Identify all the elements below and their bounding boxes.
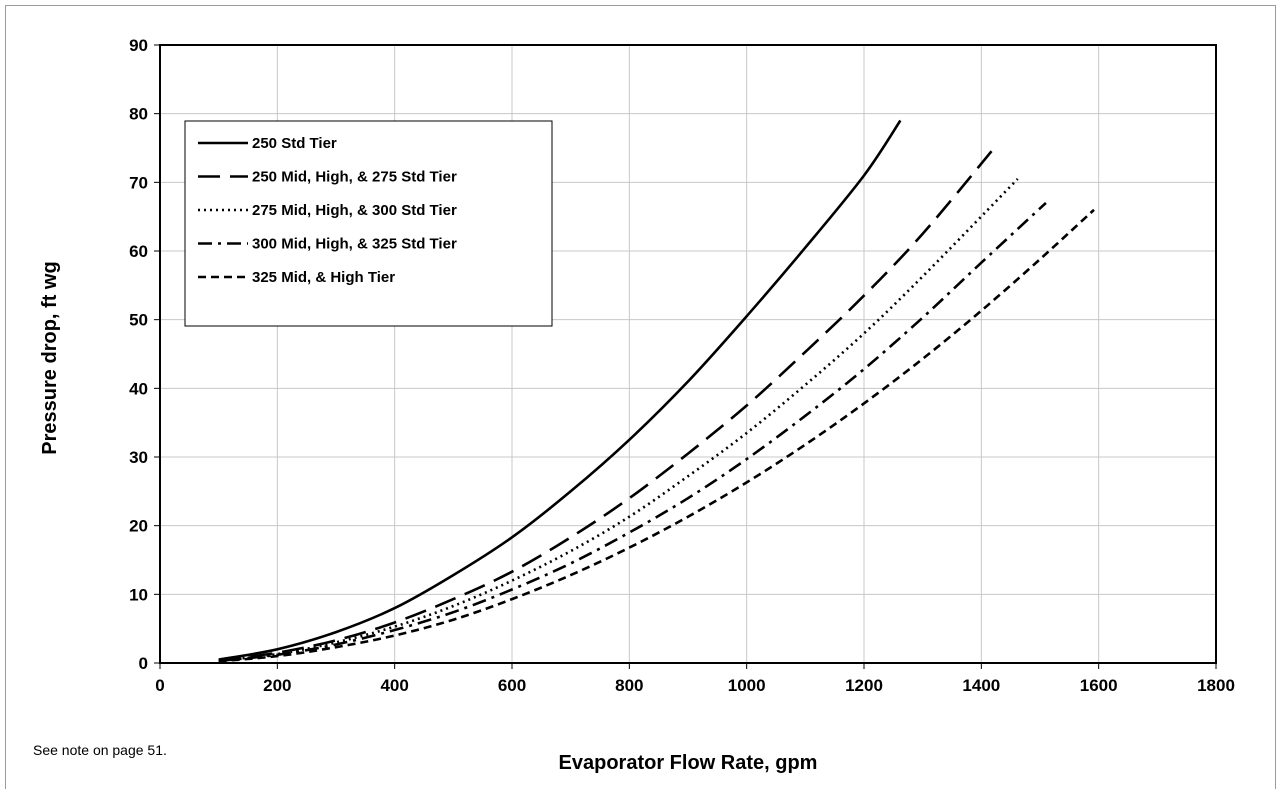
legend-box: [184, 120, 553, 327]
y-tick-label: 10: [129, 585, 148, 604]
x-tick-label: 1600: [1080, 676, 1118, 695]
x-tick-label: 1000: [728, 676, 766, 695]
x-tick-label: 600: [498, 676, 526, 695]
y-tick-label: 60: [129, 242, 148, 261]
x-tick-label: 800: [615, 676, 643, 695]
series-line-2: [218, 147, 996, 662]
y-tick-label: 30: [129, 448, 148, 467]
y-tick-label: 50: [129, 311, 148, 330]
plot-border: [159, 44, 1217, 664]
chart-frame: [5, 5, 1276, 789]
series-line-5: [218, 208, 1095, 663]
legend-label-4: 300 Mid, High, & 325 Std Tier: [252, 236, 457, 253]
x-tick-label: 1200: [845, 676, 883, 695]
x-tick-label: 400: [380, 676, 408, 695]
series-line-4: [218, 201, 1047, 663]
x-tick-label: 200: [263, 676, 291, 695]
y-tick-label: 70: [129, 173, 148, 192]
series-lines: [218, 119, 1095, 663]
y-axis-title: Pressure drop, ft wg: [39, 261, 61, 454]
y-tick-label: 90: [129, 36, 148, 55]
x-tick-label: 1400: [962, 676, 1000, 695]
y-tick-label: 20: [129, 517, 148, 536]
y-tick-label: 40: [129, 379, 148, 398]
series-line-3: [218, 177, 1019, 662]
legend-label-3: 275 Mid, High, & 300 Std Tier: [252, 202, 457, 219]
page-note: See note on page 51.: [33, 742, 167, 758]
y-tick-label: 0: [139, 654, 148, 673]
y-tick-label: 80: [129, 105, 148, 124]
x-tick-label: 1800: [1197, 676, 1235, 695]
tick-labels: 0 200 400 600 800 1000 1200 1400 1600 1800 0 10 20 30…: [129, 36, 1235, 695]
legend-label-1: 250 Std Tier: [252, 135, 337, 152]
legend: 250 Std Tier 250 Mid, High, & 275 Std Tie…: [184, 120, 553, 327]
series-line-1: [218, 119, 902, 661]
legend-label-5: 325 Mid, & High Tier: [252, 269, 395, 286]
x-axis-title: Evaporator Flow Rate, gpm: [559, 752, 818, 774]
x-tick-label: 0: [155, 676, 164, 695]
legend-label-2: 250 Mid, High, & 275 Std Tier: [252, 169, 457, 186]
